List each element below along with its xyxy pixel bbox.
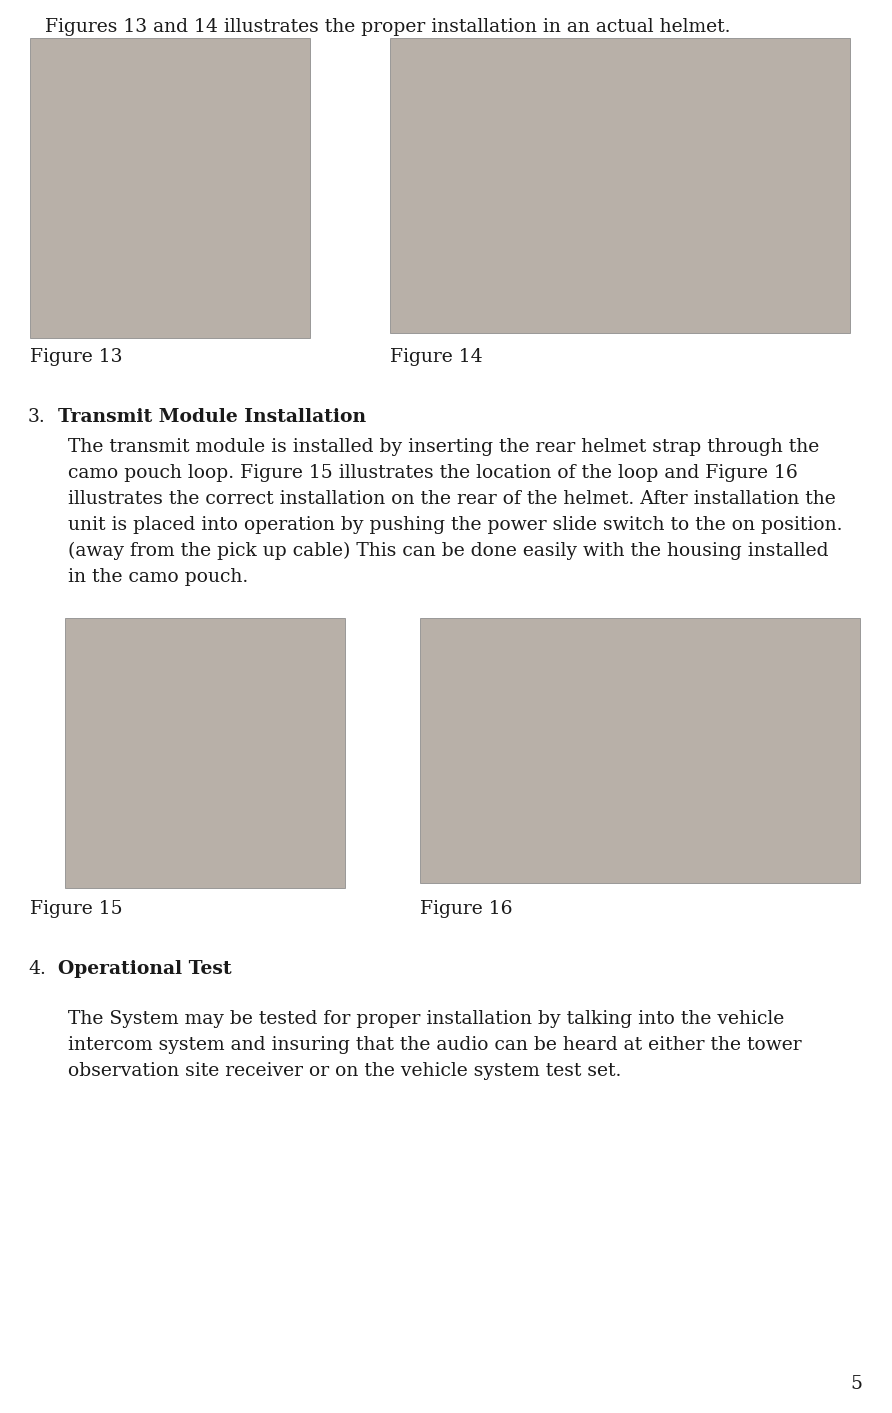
Bar xyxy=(390,38,850,333)
Text: (away from the pick up cable) This can be done easily with the housing installed: (away from the pick up cable) This can b… xyxy=(68,543,829,560)
Text: 4.: 4. xyxy=(28,959,45,978)
Text: The System may be tested for proper installation by talking into the vehicle: The System may be tested for proper inst… xyxy=(68,1010,784,1029)
Text: Figure 16: Figure 16 xyxy=(420,900,513,918)
Text: 5: 5 xyxy=(850,1375,862,1393)
Text: in the camo pouch.: in the camo pouch. xyxy=(68,568,248,586)
Bar xyxy=(420,617,860,883)
Text: intercom system and insuring that the audio can be heard at either the tower: intercom system and insuring that the au… xyxy=(68,1036,802,1054)
Text: camo pouch loop. Figure 15 illustrates the location of the loop and Figure 16: camo pouch loop. Figure 15 illustrates t… xyxy=(68,463,797,482)
Text: observation site receiver or on the vehicle system test set.: observation site receiver or on the vehi… xyxy=(68,1063,622,1080)
Text: illustrates the correct installation on the rear of the helmet. After installati: illustrates the correct installation on … xyxy=(68,490,836,509)
Text: The transmit module is installed by inserting the rear helmet strap through the: The transmit module is installed by inse… xyxy=(68,438,819,456)
Text: Figure 14: Figure 14 xyxy=(390,348,483,366)
Bar xyxy=(65,617,345,887)
Text: unit is placed into operation by pushing the power slide switch to the on positi: unit is placed into operation by pushing… xyxy=(68,516,843,534)
Text: Figure 13: Figure 13 xyxy=(30,348,122,366)
Text: Figure 15: Figure 15 xyxy=(30,900,122,918)
Text: Figures 13 and 14 illustrates the proper installation in an actual helmet.: Figures 13 and 14 illustrates the proper… xyxy=(45,18,731,35)
Text: Transmit Module Installation: Transmit Module Installation xyxy=(58,408,366,425)
Text: 3.: 3. xyxy=(28,408,45,425)
Text: Operational Test: Operational Test xyxy=(58,959,232,978)
Text: .: . xyxy=(271,408,277,425)
Bar xyxy=(30,38,310,338)
